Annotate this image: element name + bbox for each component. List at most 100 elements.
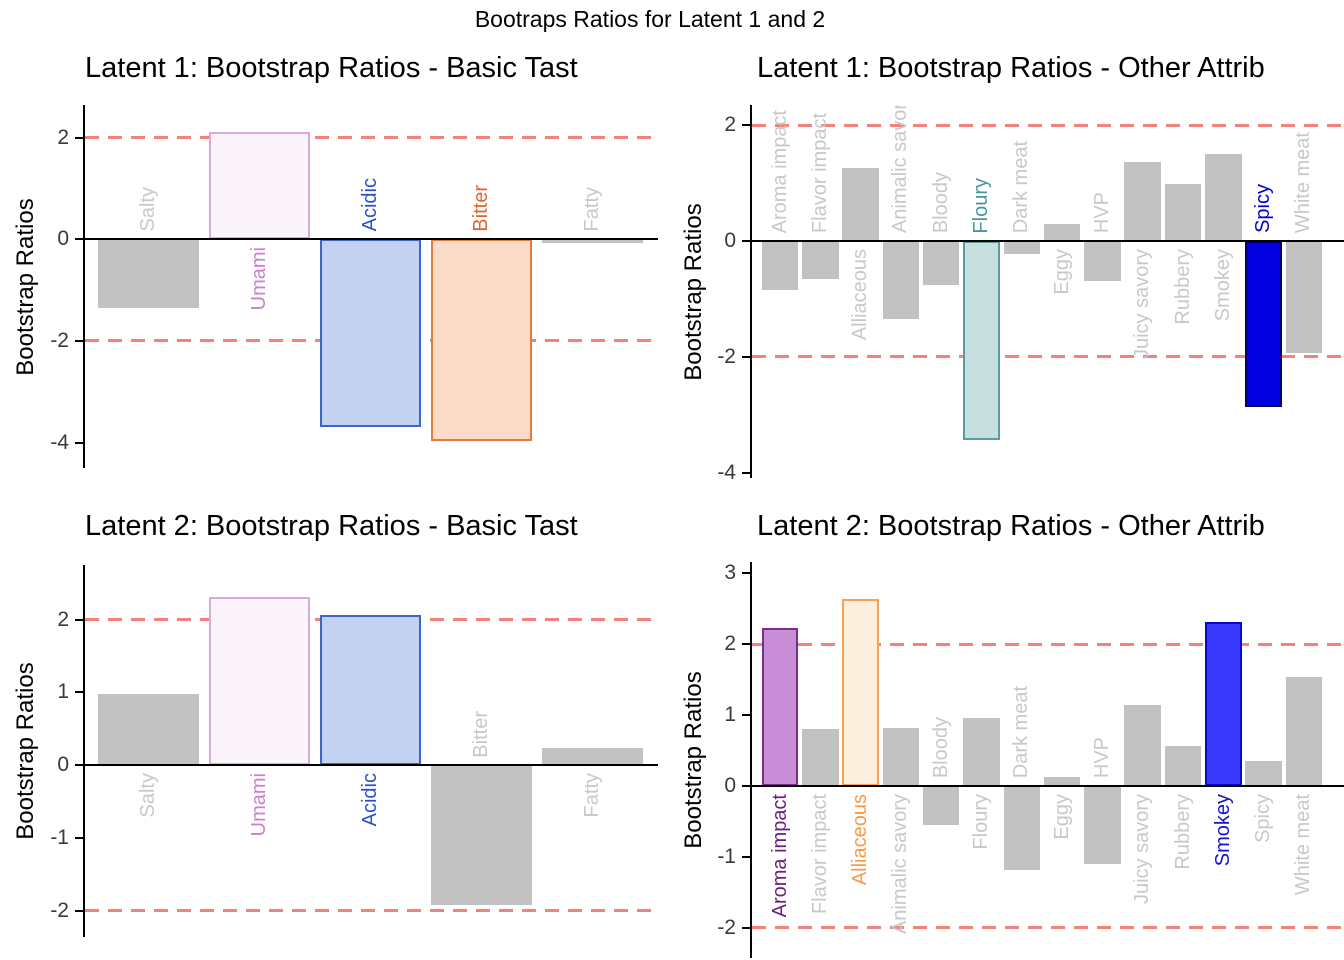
y-tick-label: 1 (724, 703, 736, 727)
bar-animalic-savory (882, 728, 920, 786)
bar-fatty (542, 747, 644, 766)
y-tick-mark (742, 714, 750, 717)
panel-title: Latent 2: Bootstrap Ratios - Other Attri… (757, 510, 1265, 542)
threshold-line (85, 136, 658, 140)
x-axis-zero-line (752, 784, 1344, 788)
bar-label-smokey: Smokey (1211, 793, 1234, 867)
y-tick-label: -1 (717, 844, 736, 868)
bar-label-aroma-impact: Aroma impact (768, 793, 791, 918)
y-tick-mark (742, 572, 750, 575)
y-tick-label: 0 (724, 773, 736, 797)
bar-label-alliaceous: Alliaceous (849, 249, 872, 341)
plot-area: 2 0 -2 -4 Aroma impact Flavor impact Alliaceou… (672, 105, 1344, 500)
bar-label-bloody: Bloody (929, 716, 952, 778)
y-tick-label: -2 (717, 344, 736, 368)
bar-label-umami: Umami (248, 773, 271, 837)
y-tick-mark (75, 441, 83, 444)
bar-label-hvp: HVP (1090, 192, 1113, 234)
bar-flavor-impact (802, 241, 839, 279)
bar-label-rubbery: Rubbery (1171, 793, 1194, 870)
panel-latent2-other-attributes: Latent 2: Bootstrap Ratios - Other Attri… (672, 500, 1344, 960)
bar-spicy (1245, 241, 1282, 407)
y-tick-label: 3 (724, 562, 736, 585)
bar-label-fatty: Fatty (581, 773, 604, 818)
bar-label-umami: Umami (248, 247, 271, 311)
x-axis-zero-line (752, 239, 1344, 243)
threshold-line (752, 926, 1344, 930)
bar-alliaceous (842, 168, 879, 242)
x-axis-zero-line (85, 763, 658, 767)
plot-area: 2 1 0 -1 -2 Salty Umami Acidic Bitter Fatty (0, 565, 672, 960)
bar-acidic (320, 239, 422, 428)
bar-juicy-savory (1124, 705, 1161, 786)
bar-label-animalic-savory: Animalic savory (889, 793, 912, 934)
y-tick-mark (742, 784, 750, 787)
bar-label-eggy: Eggy (1050, 793, 1073, 840)
bar-bitter (431, 239, 533, 442)
y-axis-line (750, 105, 752, 478)
bar-label-juicy-savory: Juicy savory (1131, 793, 1154, 904)
y-tick-label: 1 (57, 680, 69, 704)
y-tick-label: 0 (724, 229, 736, 253)
bar-flavor-impact (802, 729, 839, 786)
y-tick-label: 0 (57, 227, 69, 251)
bar-white-meat (1285, 241, 1323, 353)
bar-label-rubbery: Rubbery (1171, 249, 1194, 325)
panel-latent1-basic-taste: Latent 1: Bootstrap Ratios - Basic Tast … (0, 0, 672, 500)
bar-label-bitter: Bitter (470, 710, 493, 758)
bar-label-bloody: Bloody (929, 171, 952, 234)
bar-label-smokey: Smokey (1211, 249, 1234, 322)
y-tick-mark (75, 136, 83, 139)
bar-bloody (922, 241, 960, 285)
bar-label-white-meat: White meat (1292, 793, 1315, 895)
y-tick-mark (75, 339, 83, 342)
y-tick-label: -2 (50, 898, 69, 922)
bar-juicy-savory (1124, 161, 1161, 242)
bar-label-animalic-savory: Animalic savory (889, 105, 912, 234)
y-tick-label: -2 (50, 328, 69, 352)
bar-label-bitter: Bitter (470, 184, 493, 232)
bar-label-white-meat: White meat (1292, 131, 1315, 234)
bar-floury (963, 717, 1000, 786)
bar-dark-meat (1003, 241, 1041, 254)
bar-aroma-impact (761, 241, 799, 290)
bar-eggy (1043, 224, 1081, 242)
bar-spicy (1245, 761, 1282, 786)
bar-white-meat (1285, 677, 1323, 786)
bar-label-salty: Salty (137, 186, 160, 232)
y-tick-label: -4 (50, 430, 69, 454)
panel-title: Latent 1: Bootstrap Ratios - Basic Tast (85, 52, 578, 84)
y-tick-mark (742, 471, 750, 474)
y-axis-line (83, 105, 85, 468)
bar-bitter (431, 765, 533, 905)
bar-label-alliaceous: Alliaceous (849, 793, 872, 886)
y-tick-mark (742, 124, 750, 127)
x-axis-zero-line (85, 237, 658, 241)
bar-label-dark-meat: Dark meat (1010, 140, 1033, 234)
panel-latent2-basic-taste: Latent 2: Bootstrap Ratios - Basic Tast … (0, 500, 672, 960)
bar-umami (209, 597, 311, 766)
y-axis-line (83, 565, 85, 937)
bar-acidic (320, 614, 422, 766)
y-tick-mark (742, 240, 750, 243)
y-tick-mark (75, 764, 83, 767)
bar-label-acidic: Acidic (359, 773, 382, 827)
bar-label-fatty: Fatty (581, 186, 604, 232)
y-tick-mark (75, 836, 83, 839)
bar-label-flavor-impact: Flavor impact (808, 793, 831, 914)
bar-alliaceous (842, 598, 879, 786)
y-tick-mark (75, 909, 83, 912)
bar-label-eggy: Eggy (1050, 249, 1073, 295)
panel-title: Latent 1: Bootstrap Ratios - Other Attri… (757, 52, 1265, 84)
y-tick-label: 2 (57, 607, 69, 631)
threshold-line (752, 355, 1344, 359)
bar-label-floury: Floury (970, 793, 992, 850)
bar-smokey (1205, 621, 1242, 786)
threshold-line (752, 642, 1344, 646)
bar-label-juicy-savory: Juicy savory (1131, 249, 1154, 360)
bar-hvp (1084, 241, 1121, 282)
plot-area: 2 0 -2 -4 Salty Umami Acidic Bitter Fatty (0, 105, 672, 500)
y-tick-label: -4 (717, 460, 736, 484)
bar-salty (98, 239, 200, 309)
y-tick-label: 2 (724, 113, 736, 137)
